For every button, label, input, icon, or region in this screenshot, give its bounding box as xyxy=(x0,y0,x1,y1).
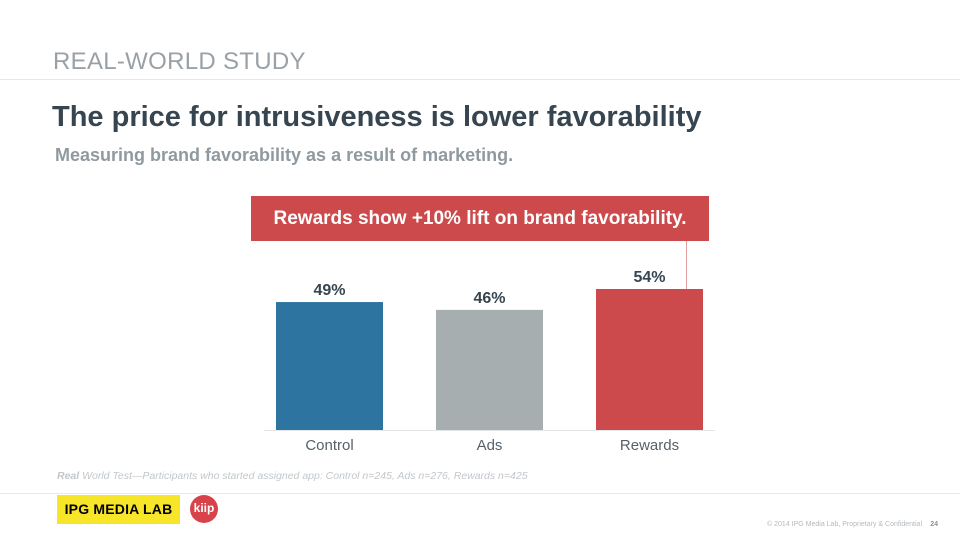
x-tick-label-rewards: Rewards xyxy=(620,437,679,454)
callout-box: Rewards show +10% lift on brand favorabi… xyxy=(251,196,709,241)
header-divider xyxy=(0,79,960,80)
data-label-rewards: 54% xyxy=(633,269,665,286)
data-label-control: 49% xyxy=(313,282,345,299)
data-label-ads: 46% xyxy=(473,290,505,307)
footnote-lead: Real xyxy=(57,470,80,482)
callout-connector xyxy=(686,241,687,289)
section-label: REAL-WORLD STUDY xyxy=(53,48,306,75)
x-tick-label-control: Control xyxy=(305,437,353,454)
ipg-media-lab-logo: IPG MEDIA LAB xyxy=(57,495,180,524)
bar-rewards xyxy=(596,289,703,430)
bar-ads xyxy=(436,309,543,430)
slide-subtitle: Measuring brand favorability as a result… xyxy=(55,145,514,165)
page-number: 24 xyxy=(930,521,938,528)
bar-control xyxy=(276,302,383,430)
footnote-text: World Test—Participants who started assi… xyxy=(79,470,528,482)
copyright-text: © 2014 IPG Media Lab, Proprietary & Conf… xyxy=(767,521,922,528)
slide-title: The price for intrusiveness is lower fav… xyxy=(52,101,702,133)
footnote: Real World Test—Participants who started… xyxy=(57,470,528,482)
footer-divider xyxy=(0,493,960,494)
kiip-logo: kiip xyxy=(190,495,218,523)
x-tick-label-ads: Ads xyxy=(477,437,503,454)
